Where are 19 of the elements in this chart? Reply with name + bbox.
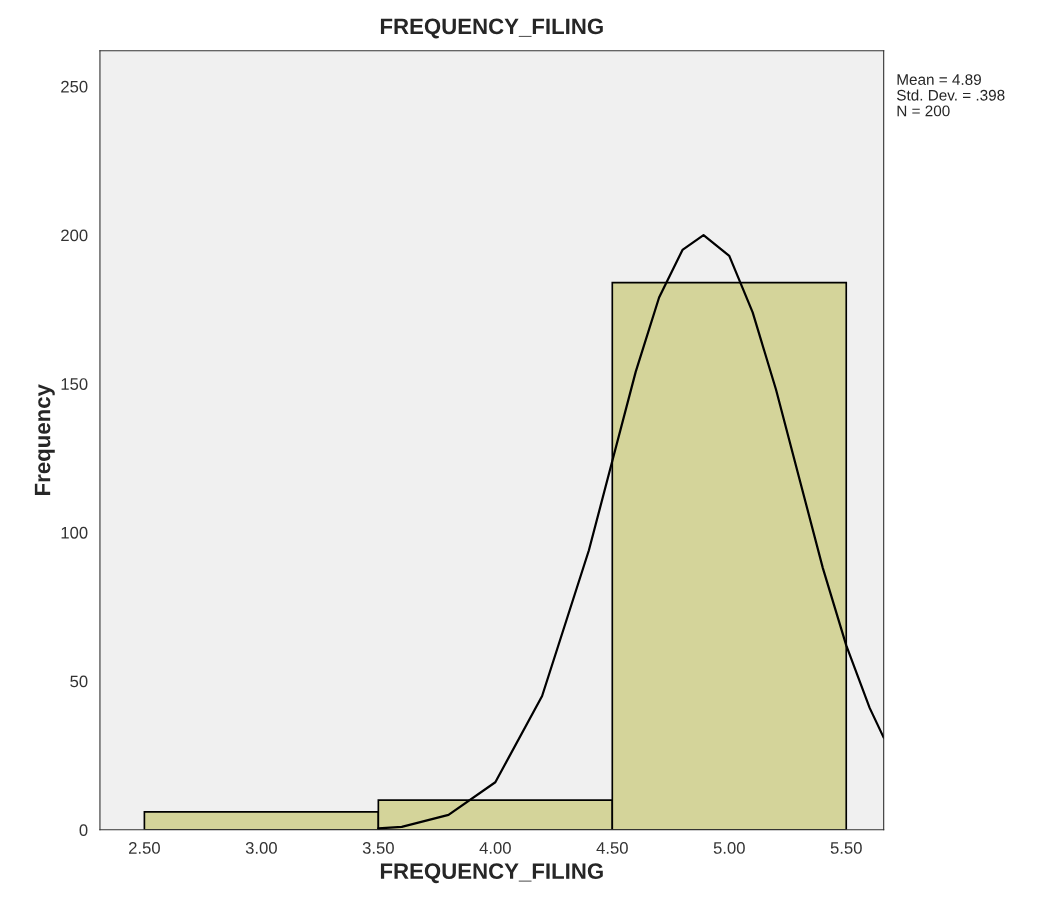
text: Mean = 4.89	[897, 74, 981, 85]
x-tick-label: 3.00	[245, 842, 277, 854]
x-tick-label: 4.50	[596, 842, 628, 854]
x-tick-label: 5.00	[713, 842, 745, 854]
y-tick-label: 200	[61, 229, 88, 242]
x-tick-label: 5.50	[830, 842, 862, 854]
text: Std. Dev. = .398	[897, 89, 1005, 101]
x-tick-label: 2.50	[129, 842, 160, 854]
y-tick-label: 150	[61, 378, 88, 390]
x-axis-title: FREQUENCY_FILING	[380, 863, 603, 884]
text: N = 200	[897, 105, 950, 117]
y-tick-label: 250	[61, 80, 88, 93]
y-tick-label: 50	[70, 675, 88, 688]
x-tick-label: 3.50	[362, 842, 394, 854]
y-axis-title: Frequency	[34, 384, 55, 495]
chart-title: FREQUENCY_FILING	[380, 18, 603, 39]
x-tick-label: 4.00	[479, 842, 511, 854]
y-tick-label: 0	[79, 824, 88, 836]
y-tick-label: 100	[61, 526, 88, 539]
